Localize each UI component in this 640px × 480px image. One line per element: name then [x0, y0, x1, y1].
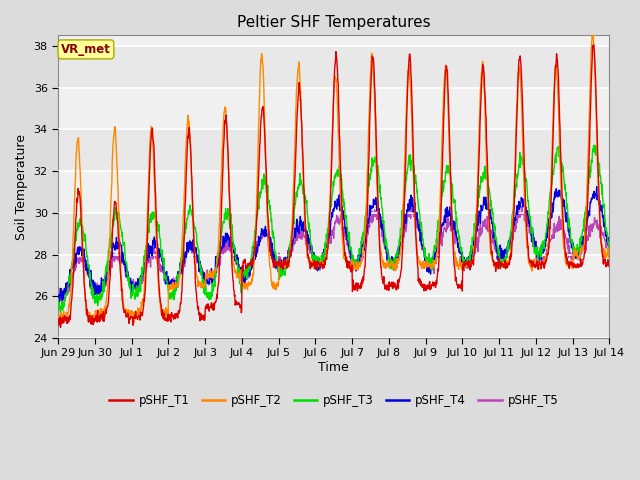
Bar: [58, 296, 609, 338]
Text: VR_met: VR_met: [61, 43, 111, 56]
Bar: [58, 46, 609, 87]
X-axis label: Time: Time: [319, 361, 349, 374]
Legend: pSHF_T1, pSHF_T2, pSHF_T3, pSHF_T4, pSHF_T5: pSHF_T1, pSHF_T2, pSHF_T3, pSHF_T4, pSHF…: [105, 389, 563, 412]
Y-axis label: Soil Temperature: Soil Temperature: [15, 133, 28, 240]
Bar: [58, 129, 609, 171]
Title: Peltier SHF Temperatures: Peltier SHF Temperatures: [237, 15, 431, 30]
Bar: [58, 213, 609, 254]
